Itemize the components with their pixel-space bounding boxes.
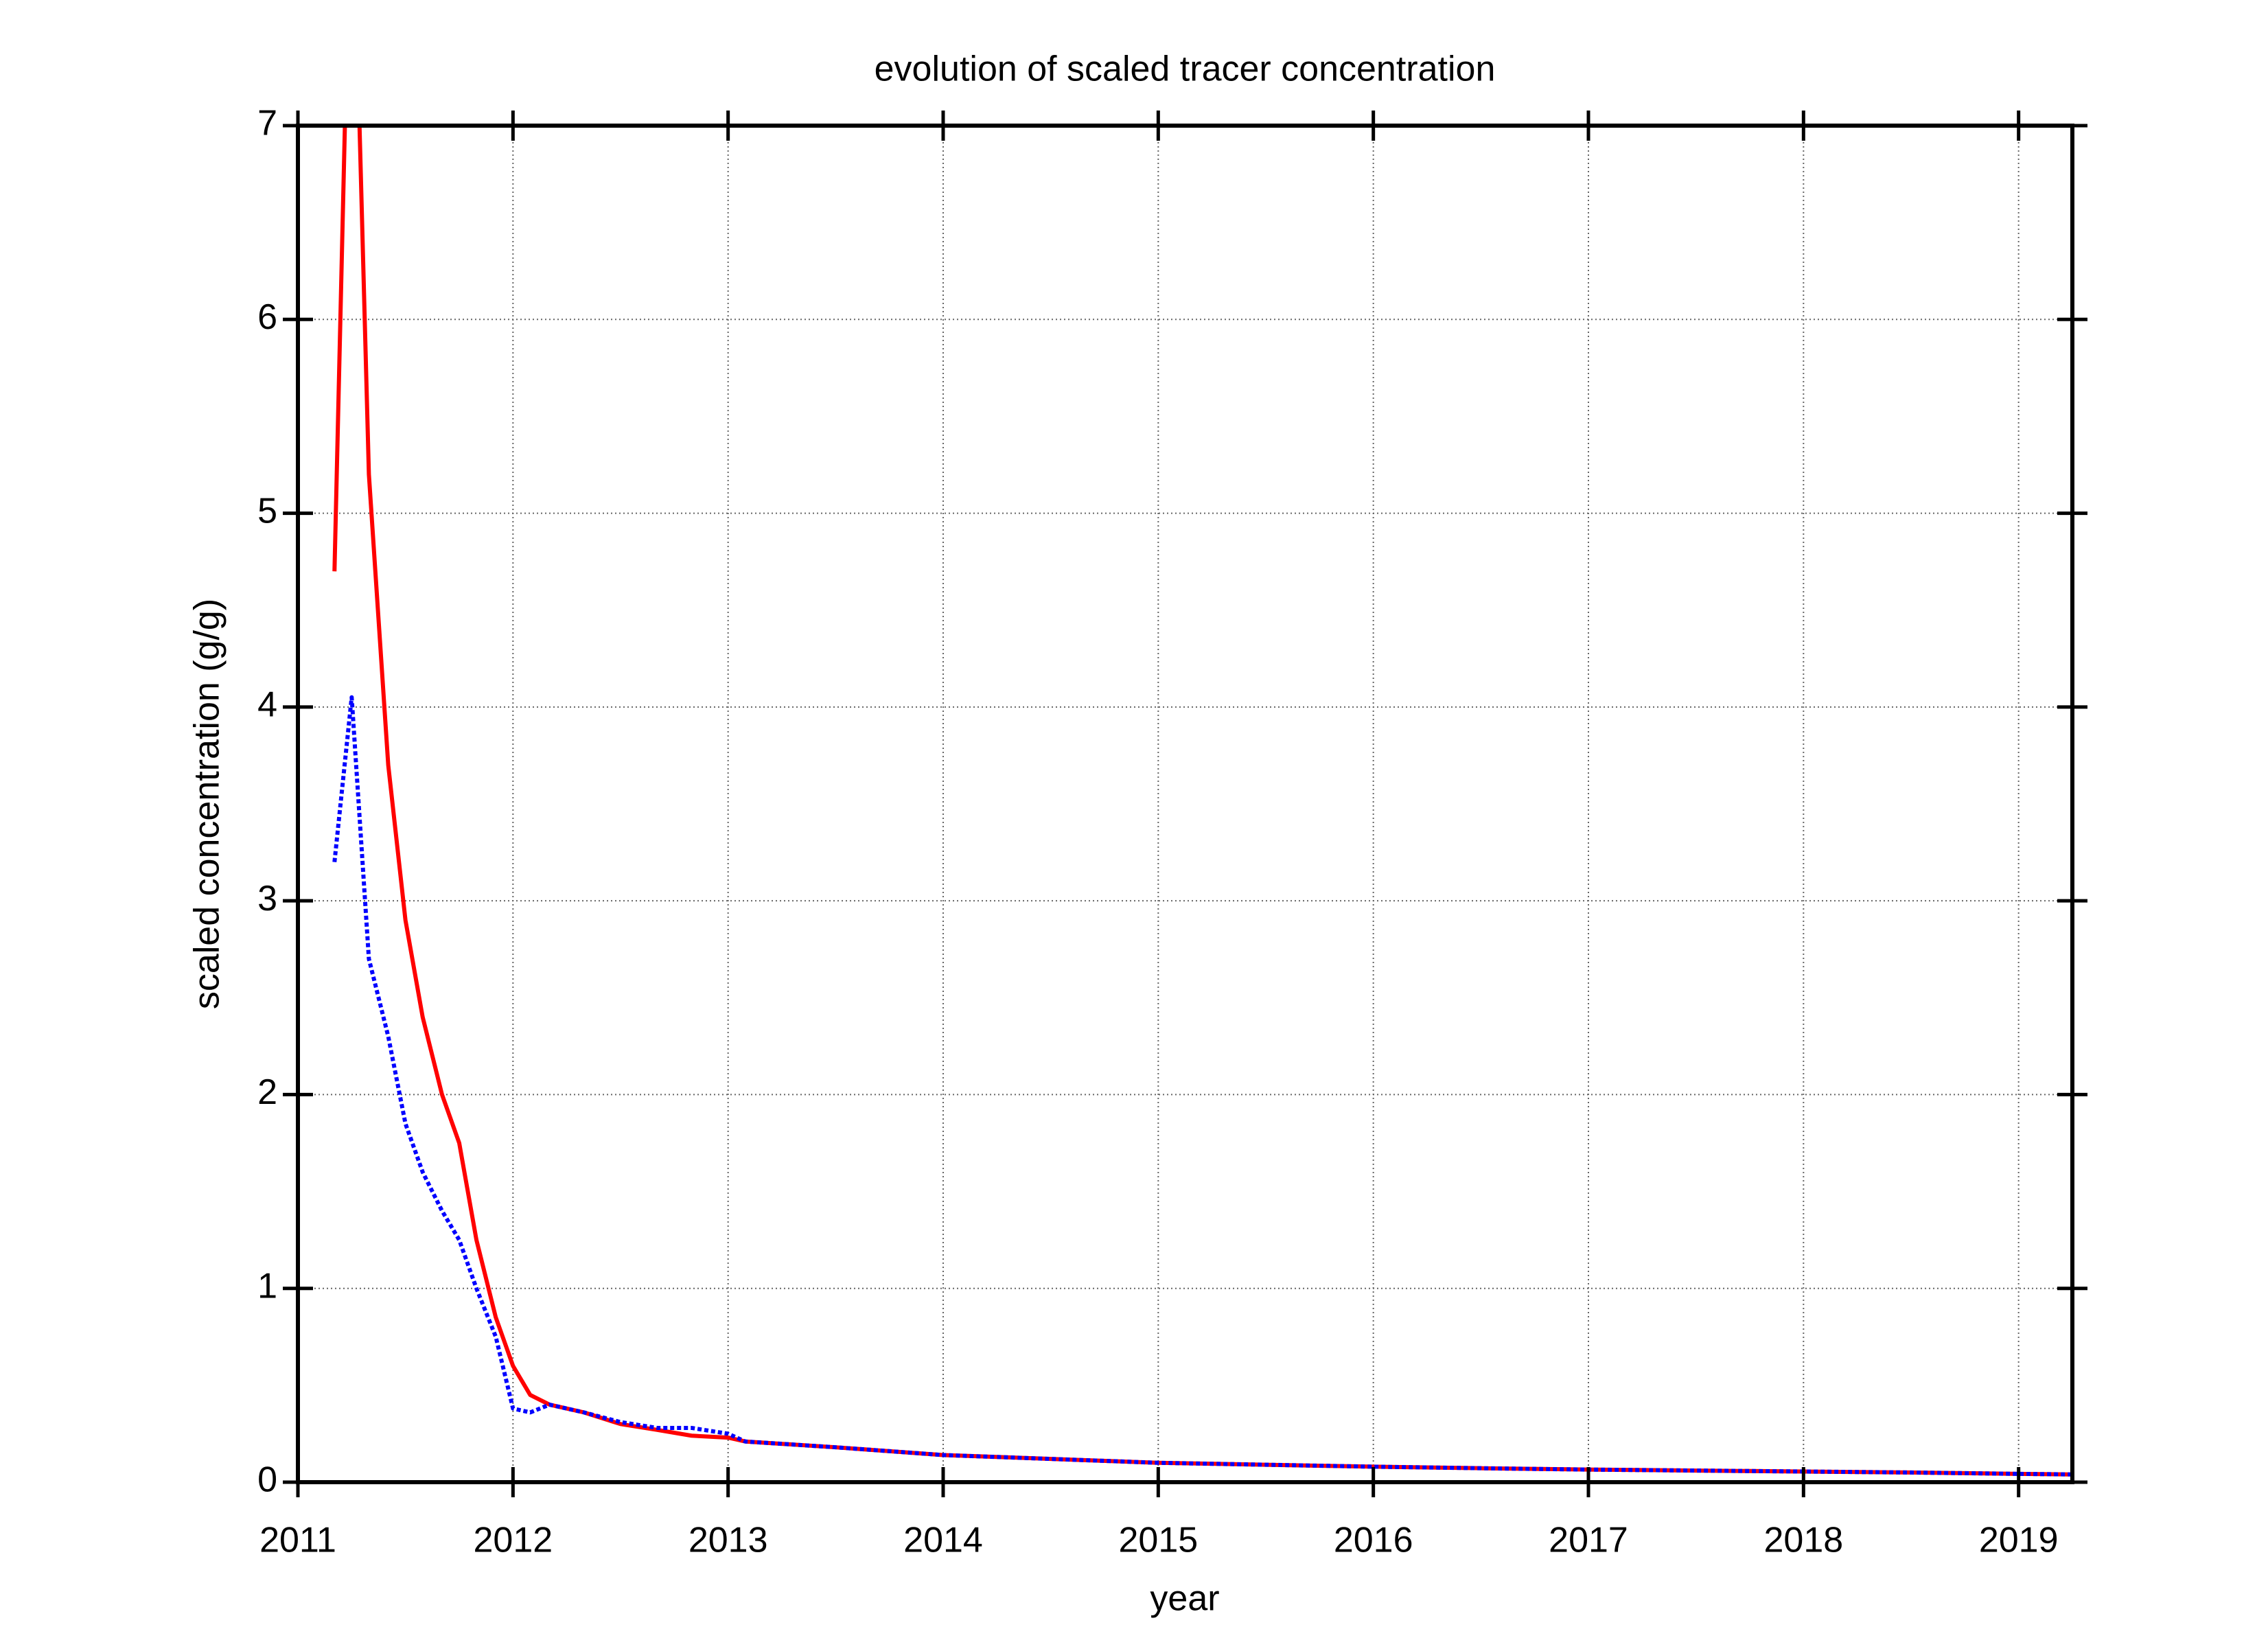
y-tick-label: 7 <box>257 104 277 143</box>
line-series <box>332 695 2072 1477</box>
x-tick-label: 2014 <box>903 1521 983 1560</box>
y-tick-label: 0 <box>257 1460 277 1500</box>
x-tick-label: 2018 <box>1763 1521 1843 1560</box>
y-axis-label: scaled concentration (g/g) <box>187 599 227 1009</box>
chart-title: evolution of scaled tracer concentration <box>875 49 1496 89</box>
y-tick-label: 4 <box>257 685 277 725</box>
y-tick-label: 1 <box>257 1266 277 1306</box>
x-tick-label: 2011 <box>259 1521 336 1560</box>
x-tick-label: 2015 <box>1118 1521 1198 1560</box>
y-tick-label: 5 <box>257 491 277 531</box>
y-tick-label: 3 <box>257 879 277 919</box>
x-axis-label: year <box>1150 1579 1219 1619</box>
x-tick-label: 2012 <box>473 1521 553 1560</box>
line-series <box>332 126 2072 1477</box>
y-tick-label: 6 <box>257 297 277 337</box>
x-tick-label: 2013 <box>688 1521 768 1560</box>
plot-area <box>332 126 2072 1477</box>
y-tick-label: 2 <box>257 1072 277 1112</box>
x-tick-label: 2016 <box>1334 1521 1413 1560</box>
x-tick-label: 2019 <box>1979 1521 2059 1560</box>
plot-frame <box>296 124 2074 1484</box>
x-tick-label: 2017 <box>1549 1521 1628 1560</box>
ticks: 2011 2012 2013 2014 2015 2016 2017 2018 2019 0 1 2 3… <box>257 104 2087 1560</box>
grid <box>297 125 2072 1483</box>
